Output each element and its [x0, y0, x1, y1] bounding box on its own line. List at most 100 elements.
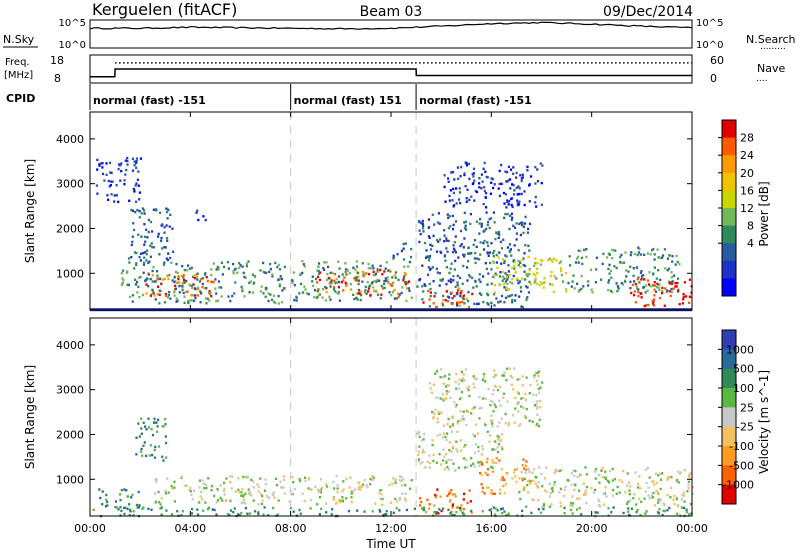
range-cell	[105, 173, 108, 176]
range-cell	[560, 505, 563, 508]
range-cell	[489, 192, 492, 195]
range-cell	[471, 276, 474, 280]
range-cell	[465, 423, 468, 427]
range-cell	[523, 222, 527, 225]
range-cell	[241, 288, 244, 291]
range-cell	[365, 484, 368, 487]
range-cell	[618, 491, 621, 494]
range-cell	[459, 292, 462, 295]
range-cell	[477, 302, 480, 305]
range-cell	[383, 280, 386, 283]
range-cell	[137, 233, 140, 236]
range-cell	[173, 280, 176, 284]
range-cell	[671, 280, 674, 283]
range-cell	[295, 295, 298, 298]
range-cell	[205, 302, 208, 305]
range-cell	[528, 419, 531, 422]
range-cell	[487, 244, 490, 247]
range-cell	[549, 491, 552, 495]
range-cell	[503, 259, 506, 263]
y-tick-label: 1000	[56, 267, 84, 280]
range-cell	[636, 278, 639, 281]
range-cell	[435, 511, 438, 514]
range-cell	[334, 281, 337, 285]
range-cell	[234, 490, 237, 493]
colorbar-tick-label: 500	[733, 363, 754, 376]
range-cell	[622, 469, 625, 473]
range-cell	[254, 510, 257, 513]
range-cell	[317, 288, 320, 291]
range-cell	[456, 422, 459, 425]
range-cell	[488, 251, 492, 254]
range-cell	[501, 476, 504, 479]
range-cell	[160, 513, 163, 516]
range-cell	[142, 261, 146, 264]
range-cell	[319, 507, 323, 511]
range-cell	[142, 271, 145, 274]
range-cell	[478, 471, 482, 475]
range-cell	[455, 372, 458, 376]
range-cell	[438, 272, 441, 275]
range-cell	[687, 484, 690, 487]
range-cell	[517, 281, 520, 285]
range-cell	[205, 276, 208, 279]
range-cell	[262, 292, 265, 295]
range-cell	[151, 433, 155, 437]
freq-right-label-dots: ....	[756, 74, 767, 84]
range-cell	[431, 410, 434, 414]
range-cell	[472, 382, 475, 386]
range-cell	[456, 450, 459, 453]
range-cell	[548, 482, 551, 486]
range-cell	[330, 513, 333, 516]
range-cell	[451, 250, 454, 254]
range-cell	[303, 265, 306, 268]
range-cell	[309, 507, 312, 510]
range-cell	[515, 232, 518, 235]
range-cell	[499, 404, 502, 407]
range-cell	[135, 280, 139, 284]
range-cell	[509, 248, 512, 251]
range-cell	[181, 510, 184, 513]
range-cell	[504, 296, 508, 299]
range-cell	[657, 286, 660, 290]
range-cell	[318, 293, 321, 296]
range-cell	[169, 297, 172, 300]
range-cell	[543, 277, 546, 280]
range-cell	[101, 162, 104, 165]
range-cell	[505, 378, 508, 382]
range-cell	[478, 464, 481, 468]
range-cell	[668, 282, 671, 285]
range-cell	[611, 479, 614, 482]
range-cell	[513, 264, 516, 267]
range-cell	[633, 493, 636, 496]
range-cell	[637, 486, 640, 489]
range-cell	[214, 287, 217, 290]
range-cell	[487, 272, 490, 275]
range-cell	[482, 167, 485, 170]
range-cell	[403, 274, 406, 277]
range-cell	[467, 306, 470, 309]
range-cell	[657, 498, 660, 501]
range-cell	[126, 271, 129, 274]
range-cell	[462, 294, 465, 297]
range-cell	[464, 368, 467, 371]
range-cell	[531, 471, 534, 474]
range-cell	[501, 447, 504, 451]
range-cell	[139, 275, 142, 279]
range-cell	[483, 186, 486, 189]
range-cell	[512, 388, 515, 391]
range-cell	[484, 397, 487, 400]
range-cell	[645, 481, 648, 485]
range-cell	[534, 257, 537, 260]
range-cell	[578, 506, 581, 510]
range-cell	[330, 279, 333, 282]
range-cell	[223, 493, 226, 496]
range-cell	[518, 200, 521, 203]
range-cell	[461, 295, 464, 298]
range-cell	[447, 227, 450, 230]
range-cell	[523, 190, 526, 193]
range-cell	[670, 271, 673, 274]
range-cell	[514, 294, 517, 297]
range-cell	[179, 284, 182, 288]
range-cell	[485, 192, 488, 195]
